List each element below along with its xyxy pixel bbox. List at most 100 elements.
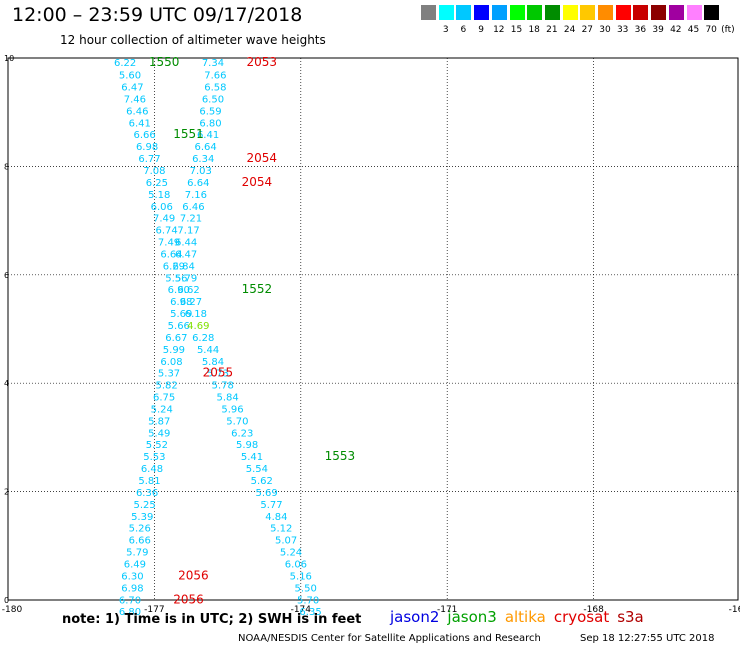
track-time-label: 2056 [173,592,204,606]
wave-height-point: 5.84 [216,393,238,404]
wave-height-point: 6.59 [199,106,221,117]
wave-height-point: 5.54 [246,464,268,475]
wave-height-point: 5.24 [151,404,173,415]
track-time-label: 1551 [173,127,204,141]
wave-height-point: 7.49 [158,238,180,249]
wave-height-point: 6.23 [231,428,253,439]
satellite-legend-item: s3a [617,608,644,626]
wave-height-point: 5.77 [260,500,282,511]
color-swatch [686,5,702,20]
track-annotations: 1550 2053 1551 2054 2054 1552 2055 1553 2056 2056 [149,55,355,606]
wave-height-point: 5.25 [134,500,156,511]
wave-height-point: 5.16 [290,571,312,582]
wave-height-point: 6.29 [163,261,185,272]
wave-height-point: 7.08 [143,166,165,177]
satellite-legend-item: jason2 [390,608,440,626]
y-tick-label: 8 [4,162,9,171]
wave-height-point: 6.64 [195,142,217,153]
track-time-label: 2054 [246,151,277,165]
wave-height-point: 6.48 [141,464,163,475]
color-swatch [704,5,720,20]
wave-height-point: 7.16 [185,190,207,201]
color-swatch [651,5,667,20]
wave-height-point: 6.22 [114,58,136,69]
color-scale-label: 18 [528,25,540,35]
wave-height-point: 6.58 [204,83,226,94]
wave-height-point: 6.62 [177,285,199,296]
wave-height-point: 4.84 [265,512,287,523]
wave-height-point: 5.79 [126,548,148,559]
satellite-legend-item: jason3 [447,608,497,626]
wave-height-point: 6.41 [129,118,151,129]
chart-title: 12:00 – 23:59 UTC 09/17/2018 [12,4,303,26]
wave-height-point: 6.66 [134,130,156,141]
wave-height-point: 5.18 [148,190,170,201]
y-tick-label: 10 [4,54,14,63]
color-swatch [421,5,436,20]
y-tick-label: 4 [4,379,9,388]
axes: -180 -177 -174 -171 -168 -16 0 2 4 6 8 10 [2,54,740,615]
wave-height-point: 5.37 [158,369,180,380]
color-scale-label: 6 [460,25,467,35]
wave-height-point: 6.64 [160,249,182,260]
wave-height-point: 5.41 [241,452,263,463]
color-swatch [527,5,543,20]
color-scale-label: 12 [493,25,505,35]
color-swatch [668,5,684,20]
color-swatch [456,5,472,20]
wave-height-point: 6.35 [299,607,321,618]
color-scale-label: 3 [442,25,449,35]
wave-height-point: 6.50 [202,94,224,105]
track-time-label: 1550 [149,55,180,69]
wave-height-point: 6.64 [187,178,209,189]
grid-lines [8,58,740,600]
color-scale-label: 9 [478,25,484,35]
color-scale-label: 45 [687,25,700,35]
track-time-label: 2053 [246,55,277,69]
color-swatch [580,5,596,20]
color-scale-label: 30 [599,25,611,35]
color-scale-unit: (ft) [721,25,735,35]
footer-timestamp: Sep 18 12:27:55 UTC 2018 [580,633,715,644]
data-labels: 6.225.606.477.466.466.416.666.986.777.08… [114,58,322,618]
wave-height-point: 5.66 [168,321,190,332]
wave-height-point: 5.12 [270,524,292,535]
wave-height-point: 5.62 [251,476,273,487]
wave-height-point: 6.46 [126,106,148,117]
color-scale-label: 15 [510,25,523,35]
track-time-label: 1553 [325,449,356,463]
wave-height-point: 6.30 [121,571,143,582]
track-time-label: 2055 [203,366,234,380]
color-swatch [491,5,507,20]
wave-height-point: 6.28 [192,333,214,344]
color-scale-label: 42 [670,25,682,35]
wave-height-point: 6.84 [173,261,195,272]
color-scale-label: 21 [546,25,558,35]
color-swatch [544,5,560,20]
wave-height-point: 5.24 [280,548,302,559]
wave-height-point: 6.98 [121,583,143,594]
wave-height-point: 6.80 [199,118,221,129]
y-tick-label: 6 [4,271,9,280]
wave-height-point: 6.47 [175,249,197,260]
footer-note: note: 1) Time is in UTC; 2) SWH is in fe… [62,612,362,627]
wave-height-point: 7.17 [177,226,199,237]
color-scale-label: 27 [581,25,594,35]
wave-height-point: 5.96 [221,404,243,415]
satellite-legend: jason2 jason3 altika cryosat s3a [390,608,652,626]
wave-height-point: 6.74 [155,226,177,237]
wave-height-point: 6.06 [151,202,173,213]
wave-height-point: 5.78 [212,381,234,392]
wave-height-point: 5.44 [197,345,219,356]
x-tick-label: -171 [437,605,457,615]
wave-height-point: 5.79 [175,273,197,284]
wave-height-point: 5.60 [119,71,141,82]
wave-height-point: 7.66 [204,71,226,82]
wave-height-point: 6.25 [146,178,168,189]
wave-height-point: 5.82 [155,381,177,392]
wave-height-point: 5.99 [163,345,185,356]
color-swatch [633,5,649,20]
wave-height-point: 6.47 [121,83,143,94]
wave-height-point: 5.73 [207,369,229,380]
wave-height-point: 7.49 [153,214,175,225]
